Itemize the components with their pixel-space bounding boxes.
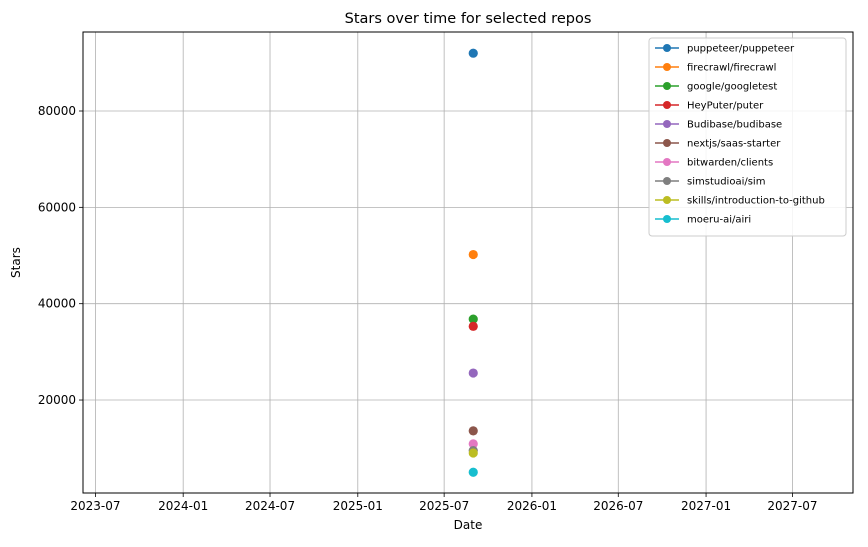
- data-point: [468, 467, 478, 477]
- legend-frame: [648, 37, 847, 237]
- legend-label: nextjs/saas-starter: [687, 139, 781, 150]
- legend-marker: [663, 158, 671, 166]
- legend-marker: [663, 120, 671, 128]
- legend-label: skills/introduction-to-github: [687, 196, 825, 207]
- legend-item: nextjs/saas-starter: [655, 139, 781, 150]
- y-tick-label: 80000: [38, 104, 76, 118]
- x-tick-label: 2025-07: [419, 499, 469, 513]
- x-tick-label: 2023-07: [70, 499, 120, 513]
- data-points: [468, 48, 478, 477]
- x-tick-label: 2024-01: [158, 499, 208, 513]
- legend-item: puppeteer/puppeteer: [655, 44, 795, 55]
- legend-label: HeyPuter/puter: [687, 101, 764, 112]
- plot-frame: [82, 31, 854, 494]
- data-point: [468, 249, 478, 260]
- legend-item: google/googletest: [655, 82, 777, 93]
- y-tick-label: 60000: [38, 200, 76, 214]
- x-axis-title: Date: [454, 518, 483, 532]
- legend-item: moeru-ai/airi: [655, 215, 751, 226]
- x-tick-label: 2027-01: [681, 499, 731, 513]
- y-tick-label: 40000: [38, 297, 76, 311]
- data-point: [468, 368, 478, 378]
- legend-item: HeyPuter/puter: [655, 101, 764, 112]
- chart-title: Stars over time for selected repos: [345, 11, 592, 27]
- data-point: [468, 321, 478, 331]
- x-tick-label: 2026-01: [507, 499, 557, 513]
- legend-label: Budibase/budibase: [687, 120, 782, 131]
- legend-marker: [663, 139, 671, 147]
- data-point: [468, 439, 478, 449]
- legend-marker: [663, 196, 671, 204]
- legend-marker: [663, 63, 671, 71]
- legend-item: bitwarden/clients: [655, 158, 773, 169]
- x-tick-label: 2024-07: [245, 499, 295, 513]
- y-axis-title: Stars: [9, 247, 23, 278]
- legend: puppeteer/puppeteer firecrawl/firecrawl go…: [648, 37, 847, 237]
- legend-marker: [663, 101, 671, 109]
- data-point: [468, 426, 478, 436]
- legend-item: skills/introduction-to-github: [655, 196, 825, 207]
- legend-marker: [663, 177, 671, 185]
- legend-label: puppeteer/puppeteer: [687, 44, 795, 55]
- y-tick-label: 20000: [38, 393, 76, 407]
- x-tick-label: 2025-01: [333, 499, 383, 513]
- legend-label: bitwarden/clients: [687, 158, 773, 169]
- data-point: [468, 48, 478, 58]
- legend-label: firecrawl/firecrawl: [687, 63, 776, 74]
- data-point: [468, 314, 478, 324]
- x-tick-label: 2027-07: [767, 499, 817, 513]
- legend-label: google/googletest: [687, 82, 777, 93]
- legend-label: moeru-ai/airi: [687, 215, 751, 226]
- legend-label: simstudioai/sim: [687, 177, 765, 188]
- legend-item: simstudioai/sim: [655, 177, 765, 188]
- legend-marker: [663, 82, 671, 90]
- data-point: [468, 448, 478, 458]
- legend-item: Budibase/budibase: [655, 120, 782, 131]
- legend-marker: [663, 44, 671, 52]
- legend-item: firecrawl/firecrawl: [655, 63, 776, 74]
- axis-ticks: 2023-07 2024-01 2024-07 2025-01 2025-07 2026-…: [38, 104, 818, 513]
- legend-marker: [663, 215, 671, 223]
- x-tick-label: 2026-07: [593, 499, 643, 513]
